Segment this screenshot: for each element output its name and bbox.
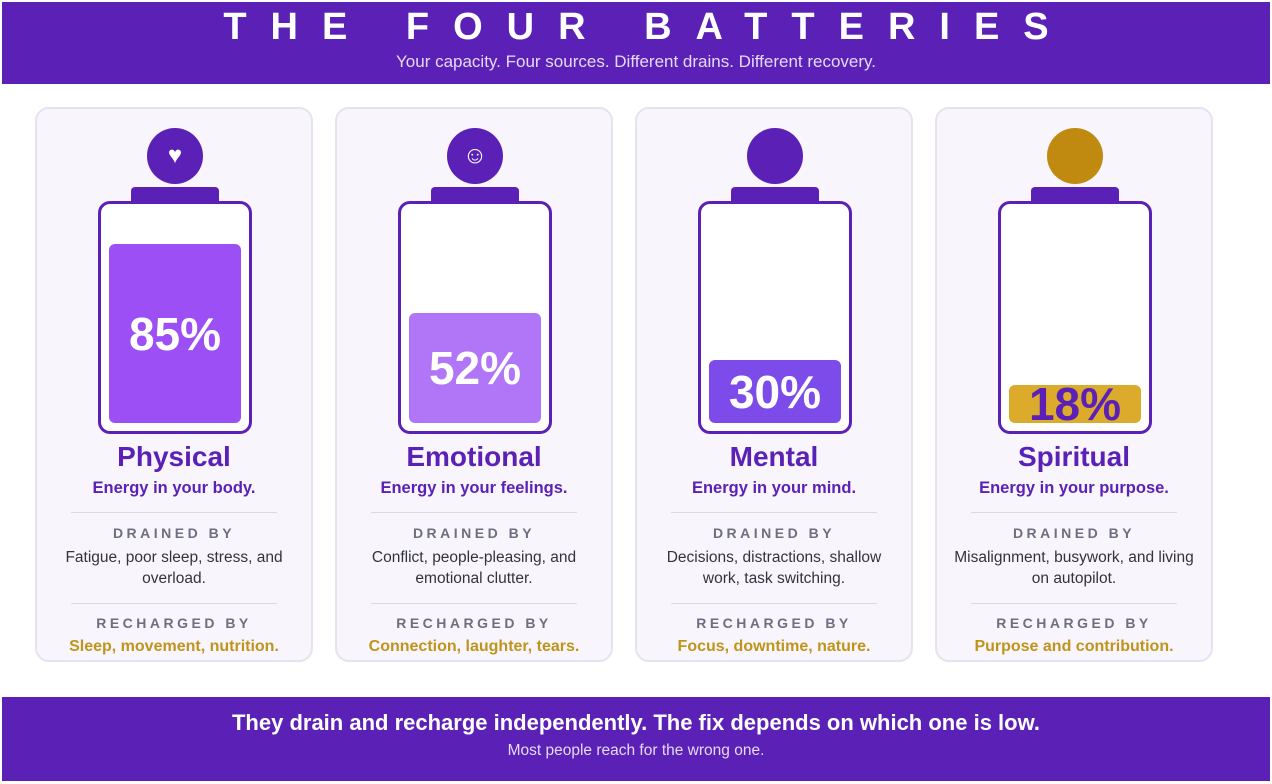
battery-level-fill: 30% [709,360,841,423]
battery-name: Spiritual [1017,441,1130,472]
battery-tagline: Energy in your feelings. [380,479,568,497]
recharged-by-label: RECHARGED BY [96,615,252,631]
page-title: THE FOUR BATTERIES [223,6,1073,48]
divider [371,512,577,513]
page-subtitle: Your capacity. Four sources. Different d… [396,52,876,71]
battery-level-label: 85% [128,307,222,360]
drains-text: Decisions, distractions, shallow work, t… [666,549,882,587]
battery-card-spiritual: 18% Spiritual Energy in your purpose. DR… [935,107,1213,662]
recharge-text: Sleep, movement, nutrition. [69,638,279,655]
divider [71,512,277,513]
recharge-text: Connection, laughter, tears. [368,638,580,655]
battery-level-fill: 18% [1009,381,1141,427]
battery-card-emotional: ☺ 52% Emotional Energy in your feelings.… [335,107,613,662]
divider [671,603,877,604]
battery-card-mental: 30% Mental Energy in your mind. DRAINED … [635,107,913,662]
divider [671,512,877,513]
drained-by-label: DRAINED BY [1012,525,1136,541]
battery-body: 85% [98,201,252,434]
recharged-by-label: RECHARGED BY [696,615,852,631]
battery-name: Mental [729,441,819,472]
circle-icon [1047,128,1103,184]
divider [971,603,1177,604]
divider [71,603,277,604]
divider [971,512,1177,513]
smiley-icon: ☺ [447,128,503,184]
battery-name: Emotional [406,441,542,472]
recharge-text: Purpose and contribution. [974,638,1174,655]
battery-body: 18% [998,201,1152,434]
battery-body: 30% [698,201,852,434]
divider [371,603,577,604]
battery-card-physical: ♥ 85% Physical Energy in your body. DRAI… [35,107,313,662]
footer-note: Most people reach for the wrong one. [507,742,765,759]
drained-by-label: DRAINED BY [712,525,836,541]
battery-tagline: Energy in your body. [92,479,256,497]
battery-body: 52% [398,201,552,434]
heart-icon: ♥ [147,128,203,184]
recharged-by-label: RECHARGED BY [996,615,1152,631]
drained-by-label: DRAINED BY [112,525,236,541]
battery-name: Physical [117,441,231,472]
battery-level-label: 30% [728,365,822,418]
battery-level-fill: 85% [109,244,241,423]
circle-icon [747,128,803,184]
battery-tagline: Energy in your purpose. [979,479,1169,497]
footer-banner: They drain and recharge independently. T… [2,697,1270,781]
footer-headline: They drain and recharge independently. T… [231,710,1041,735]
battery-level-label: 52% [428,342,522,394]
battery-level-fill: 52% [409,313,541,423]
drains-text: Conflict, people-pleasing, and emotional… [371,549,577,587]
header-banner: THE FOUR BATTERIES Your capacity. Four s… [2,2,1270,84]
drains-text: Misalignment, busywork, and living on au… [954,549,1194,587]
recharge-text: Focus, downtime, nature. [677,638,871,655]
recharged-by-label: RECHARGED BY [396,615,552,631]
battery-tagline: Energy in your mind. [691,479,857,497]
drained-by-label: DRAINED BY [412,525,536,541]
drains-text: Fatigue, poor sleep, stress, and overloa… [65,549,283,587]
battery-level-label: 18% [1028,378,1122,430]
